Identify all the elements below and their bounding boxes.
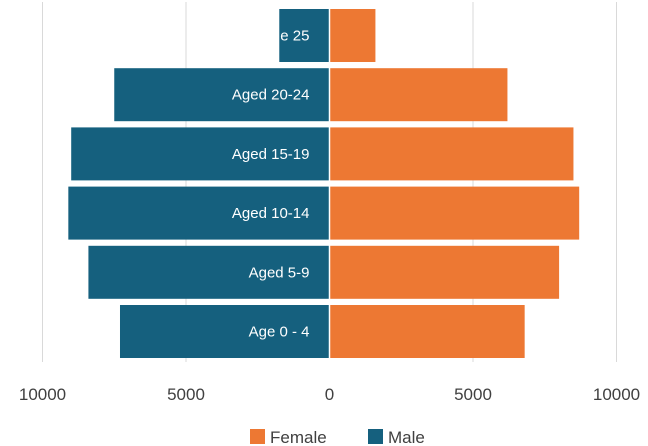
category-label-2: Aged 10-14	[232, 205, 310, 222]
bar-female-3	[329, 127, 574, 181]
x-tick-label-4: 10000	[593, 385, 640, 404]
bar-male-3	[71, 127, 330, 181]
bar-female-0	[329, 305, 525, 358]
category-label-5: e 25	[280, 28, 309, 45]
legend-swatch-male	[368, 429, 383, 444]
gridlines	[42, 2, 617, 362]
legend: Female Male	[250, 428, 425, 446]
bar-male-4	[114, 68, 330, 122]
x-tick-label-3: 5000	[454, 385, 492, 404]
bar-female-5	[329, 9, 376, 62]
legend-label-male: Male	[388, 428, 425, 446]
bar-male-2	[68, 186, 330, 240]
category-label-0: Age 0 - 4	[249, 324, 310, 341]
category-label-3: Aged 15-19	[232, 146, 310, 163]
bar-female-2	[329, 186, 580, 240]
x-tick-label-0: 10000	[19, 385, 66, 404]
bar-female-1	[329, 245, 560, 299]
category-label-4: Aged 20-24	[232, 87, 310, 104]
bar-male-0	[119, 305, 330, 358]
x-axis-ticks: 10000 5000 0 5000 10000	[19, 385, 640, 404]
bar-female-4	[329, 68, 508, 122]
legend-swatch-female	[250, 429, 265, 444]
x-tick-label-2: 0	[325, 385, 334, 404]
bar-male-5	[279, 9, 330, 62]
bar-male-1	[88, 245, 330, 299]
category-labels: Age 0 - 4 Aged 5-9 Aged 10-14 Aged 15-19 Age…	[232, 28, 310, 341]
bars-group	[68, 2, 580, 362]
category-label-1: Aged 5-9	[249, 264, 310, 281]
legend-label-female: Female	[270, 428, 327, 446]
x-tick-label-1: 5000	[167, 385, 205, 404]
